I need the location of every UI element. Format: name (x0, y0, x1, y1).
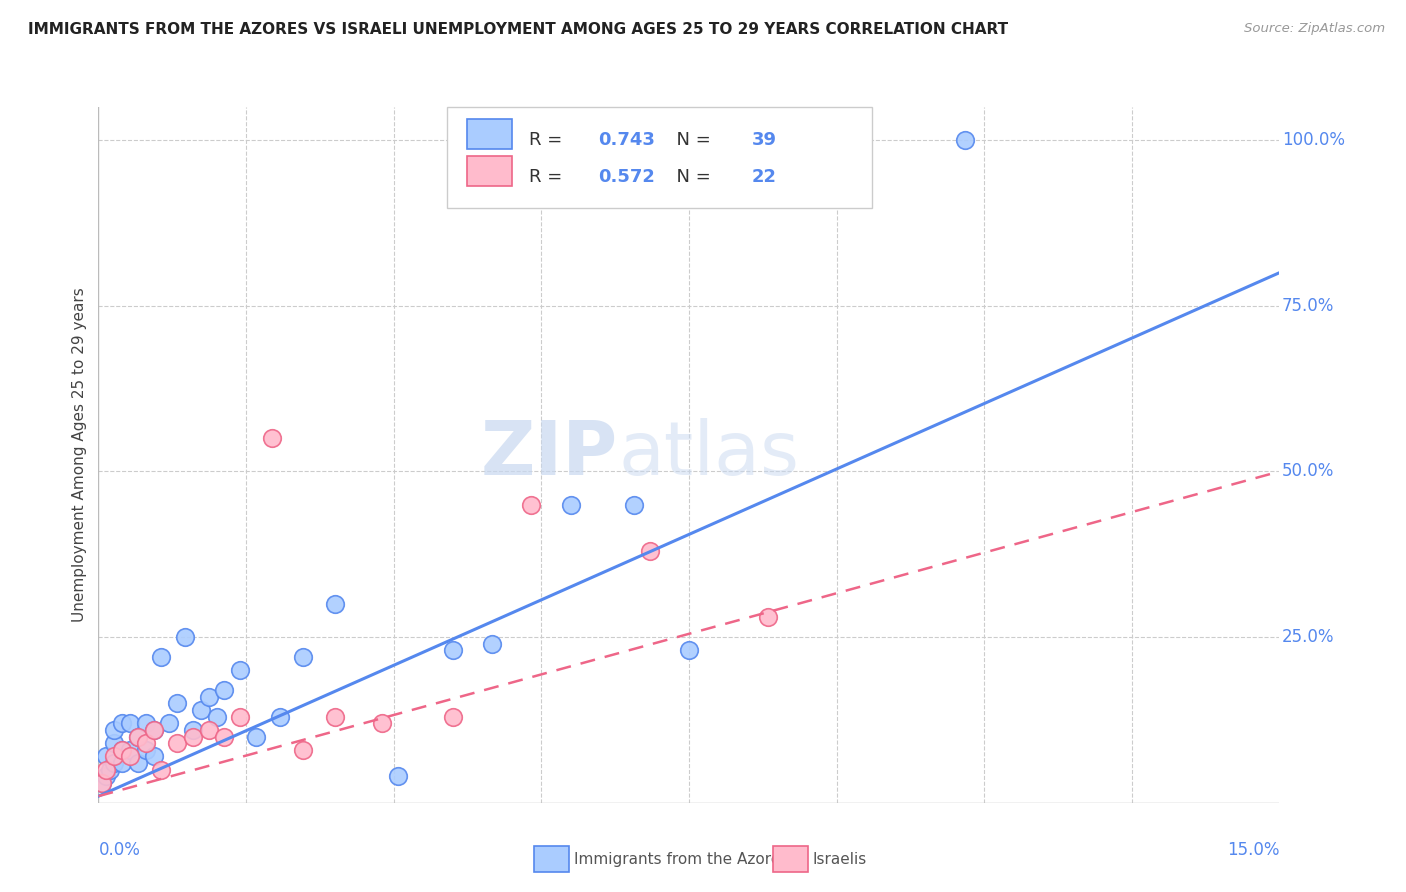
Point (292, 650, 315, 665)
Point (135, 716, 157, 731)
Text: 15.0%: 15.0% (1227, 841, 1279, 859)
Point (103, 756, 125, 770)
Point (323, 709, 346, 723)
Point (111, 716, 134, 731)
Point (623, 498, 645, 512)
Point (142, 723, 165, 737)
Point (127, 730, 149, 744)
Point (260, 431, 283, 445)
Point (111, 743, 134, 757)
Text: Source: ZipAtlas.com: Source: ZipAtlas.com (1244, 22, 1385, 36)
Text: R =: R = (530, 131, 568, 149)
Y-axis label: Unemployment Among Ages 25 to 29 years: Unemployment Among Ages 25 to 29 years (72, 287, 87, 623)
Point (142, 749, 165, 764)
Point (481, 637, 503, 651)
Text: 0.743: 0.743 (598, 131, 655, 149)
Text: 0.572: 0.572 (598, 168, 655, 186)
Point (103, 749, 125, 764)
Point (953, 133, 976, 147)
Point (323, 597, 346, 611)
FancyBboxPatch shape (467, 120, 512, 149)
Text: R =: R = (530, 168, 568, 186)
Text: Immigrants from the Azores: Immigrants from the Azores (574, 853, 787, 867)
Point (387, 769, 409, 783)
Point (441, 643, 464, 657)
Text: N =: N = (665, 168, 717, 186)
Point (190, 703, 212, 717)
Point (520, 498, 543, 512)
Text: atlas: atlas (619, 418, 799, 491)
Point (229, 709, 252, 723)
Point (98, 763, 121, 777)
Point (157, 716, 180, 731)
Point (96, 769, 118, 783)
Point (127, 756, 149, 770)
Point (371, 716, 394, 731)
Point (150, 763, 173, 777)
Point (197, 690, 219, 704)
Point (118, 716, 141, 731)
Point (150, 650, 173, 665)
Point (205, 709, 228, 723)
Point (560, 498, 582, 512)
Point (166, 736, 188, 750)
Point (292, 743, 315, 757)
Text: N =: N = (665, 131, 717, 149)
Point (214, 730, 236, 744)
Point (181, 730, 204, 744)
FancyBboxPatch shape (467, 156, 512, 186)
Text: 100.0%: 100.0% (1282, 131, 1344, 149)
Point (135, 736, 157, 750)
Point (214, 683, 236, 698)
Point (197, 723, 219, 737)
Point (91, 776, 114, 790)
Text: Israelis: Israelis (813, 853, 868, 867)
Point (229, 663, 252, 677)
Point (111, 743, 134, 757)
Text: 22: 22 (752, 168, 776, 186)
Point (269, 709, 291, 723)
Point (166, 697, 188, 711)
Point (118, 743, 141, 757)
Point (118, 749, 141, 764)
Point (91, 776, 114, 790)
Point (181, 723, 204, 737)
Point (174, 630, 197, 644)
Text: 50.0%: 50.0% (1282, 462, 1334, 481)
Point (638, 544, 661, 558)
Point (678, 643, 700, 657)
Point (135, 743, 157, 757)
Text: 0.0%: 0.0% (98, 841, 141, 859)
Point (103, 723, 125, 737)
Point (111, 756, 134, 770)
Text: 39: 39 (752, 131, 776, 149)
Point (142, 723, 165, 737)
Point (103, 736, 125, 750)
FancyBboxPatch shape (447, 107, 872, 208)
Point (96, 749, 118, 764)
Point (756, 610, 779, 624)
Point (441, 709, 464, 723)
Point (245, 730, 267, 744)
Text: 25.0%: 25.0% (1282, 628, 1334, 646)
Point (127, 730, 149, 744)
Text: ZIP: ZIP (481, 418, 619, 491)
Text: IMMIGRANTS FROM THE AZORES VS ISRAELI UNEMPLOYMENT AMONG AGES 25 TO 29 YEARS COR: IMMIGRANTS FROM THE AZORES VS ISRAELI UN… (28, 22, 1008, 37)
Point (96, 763, 118, 777)
Text: 75.0%: 75.0% (1282, 297, 1334, 315)
